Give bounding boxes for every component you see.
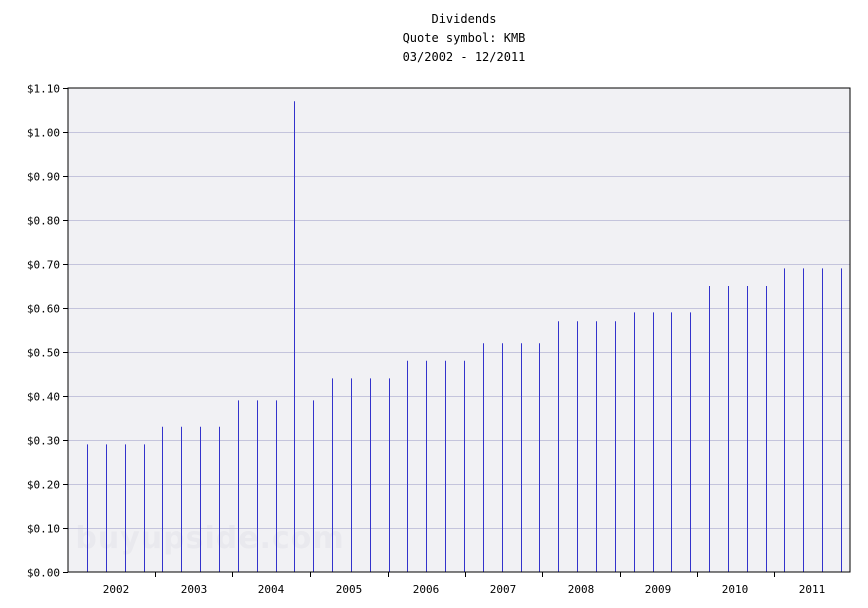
chart-title: Dividends xyxy=(431,12,496,26)
x-tick-label: 2010 xyxy=(722,583,749,596)
x-tick-label: 2004 xyxy=(258,583,285,596)
y-tick-label: $0.10 xyxy=(27,523,60,536)
x-tick-label: 2006 xyxy=(413,583,440,596)
y-tick-label: $0.00 xyxy=(27,567,60,580)
x-axis-ticks: 2002 2003 2004 2005 2006 2007 2008 2009 2010 2011 xyxy=(103,572,826,596)
x-tick-label: 2005 xyxy=(336,583,363,596)
y-tick-label: $0.80 xyxy=(27,215,60,228)
x-tick-label: 2011 xyxy=(799,583,826,596)
y-tick-label: $0.50 xyxy=(27,347,60,360)
plot-border xyxy=(67,87,851,573)
watermark: buyupside.com xyxy=(75,521,344,556)
plot-area xyxy=(68,88,850,572)
x-tick-label: 2007 xyxy=(490,583,517,596)
y-tick-label: $1.00 xyxy=(27,127,60,140)
y-tick-label: $1.10 xyxy=(27,83,60,96)
y-tick-label: $0.90 xyxy=(27,171,60,184)
dividend-bars xyxy=(87,101,842,572)
chart-title-group: Dividends Quote symbol: KMB 03/2002 - 12… xyxy=(403,12,526,64)
y-tick-label: $0.70 xyxy=(27,259,60,272)
y-tick-label: $0.60 xyxy=(27,303,60,316)
x-tick-label: 2003 xyxy=(181,583,208,596)
y-tick-label: $0.40 xyxy=(27,391,60,404)
gridlines xyxy=(68,132,850,529)
y-tick-label: $0.20 xyxy=(27,479,60,492)
x-tick-label: 2008 xyxy=(568,583,595,596)
chart-subtitle-symbol: Quote symbol: KMB xyxy=(403,31,526,45)
chart-subtitle-range: 03/2002 - 12/2011 xyxy=(403,50,526,64)
x-tick-label: 2009 xyxy=(645,583,672,596)
x-tick-label: 2002 xyxy=(103,583,130,596)
y-tick-label: $0.30 xyxy=(27,435,60,448)
y-axis-ticks: $0.00 $0.10 $0.20 $0.30 $0.40 $0.50 $0.60 $0.70… xyxy=(27,83,68,580)
